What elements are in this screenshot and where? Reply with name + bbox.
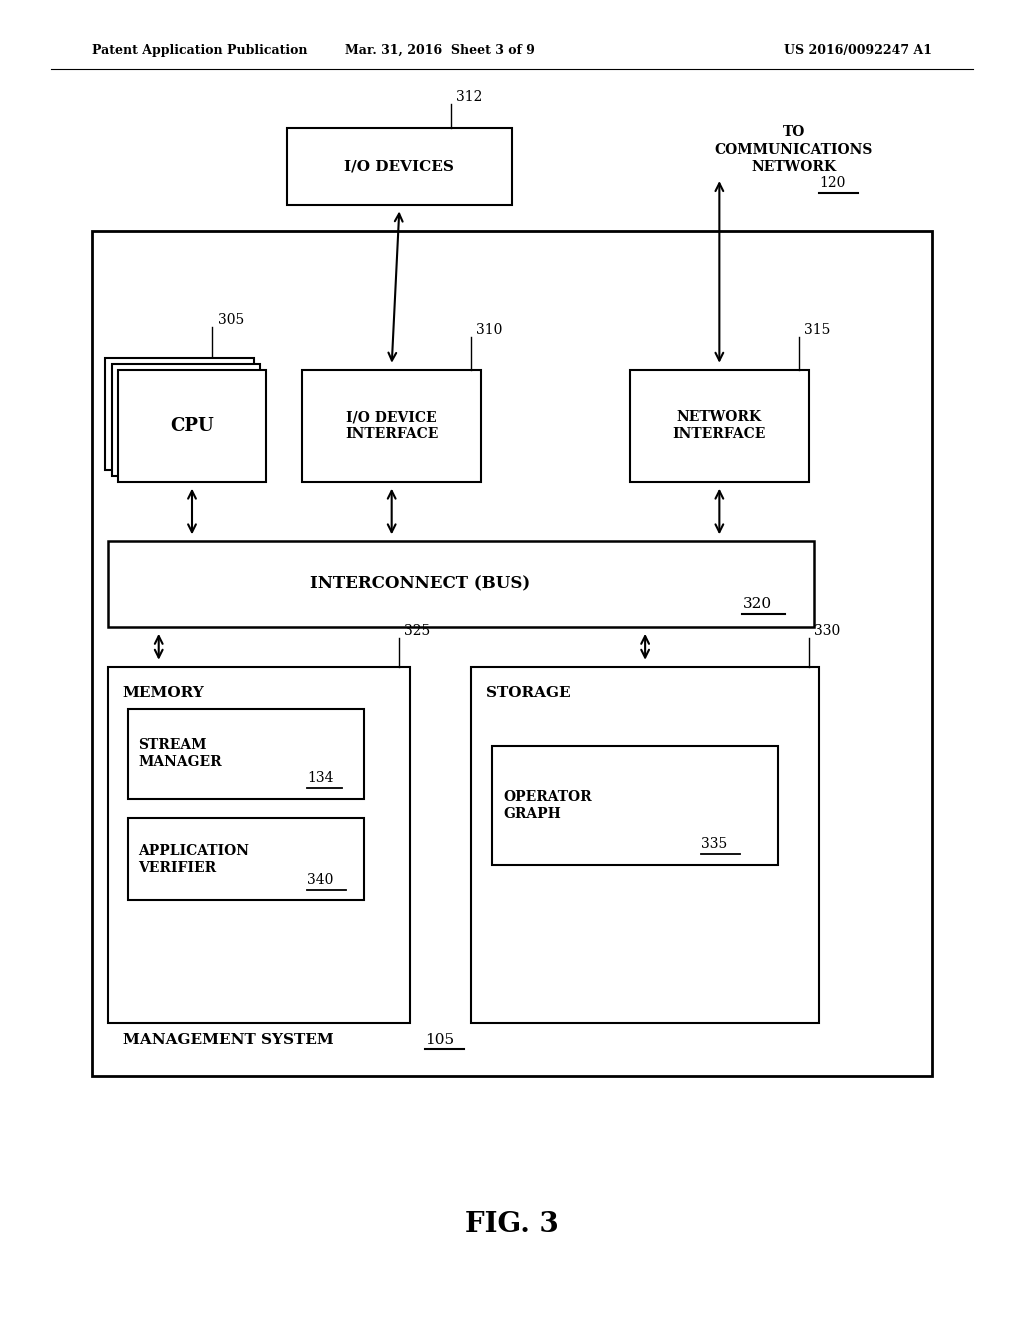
FancyBboxPatch shape bbox=[105, 358, 254, 470]
FancyBboxPatch shape bbox=[630, 370, 809, 482]
Text: MANAGEMENT SYSTEM: MANAGEMENT SYSTEM bbox=[123, 1032, 334, 1047]
FancyBboxPatch shape bbox=[302, 370, 481, 482]
Text: STORAGE: STORAGE bbox=[486, 686, 571, 701]
Text: OPERATOR
GRAPH: OPERATOR GRAPH bbox=[504, 789, 593, 821]
FancyBboxPatch shape bbox=[287, 128, 512, 205]
Text: 105: 105 bbox=[425, 1032, 454, 1047]
Text: 325: 325 bbox=[404, 623, 431, 638]
Text: 330: 330 bbox=[814, 623, 841, 638]
Text: TO
COMMUNICATIONS
NETWORK: TO COMMUNICATIONS NETWORK bbox=[715, 125, 872, 174]
Text: APPLICATION
VERIFIER: APPLICATION VERIFIER bbox=[138, 843, 249, 875]
Text: I/O DEVICES: I/O DEVICES bbox=[344, 160, 455, 173]
FancyBboxPatch shape bbox=[128, 709, 364, 799]
FancyBboxPatch shape bbox=[92, 231, 932, 1076]
FancyBboxPatch shape bbox=[108, 667, 410, 1023]
Text: 134: 134 bbox=[307, 771, 334, 785]
FancyBboxPatch shape bbox=[108, 541, 814, 627]
Text: 320: 320 bbox=[742, 597, 771, 611]
FancyBboxPatch shape bbox=[128, 818, 364, 900]
Text: 120: 120 bbox=[819, 176, 846, 190]
Text: 305: 305 bbox=[217, 313, 244, 327]
Text: 315: 315 bbox=[804, 322, 830, 337]
Text: 310: 310 bbox=[476, 322, 503, 337]
FancyBboxPatch shape bbox=[492, 746, 778, 865]
Text: FIG. 3: FIG. 3 bbox=[465, 1212, 559, 1238]
Text: INTERCONNECT (BUS): INTERCONNECT (BUS) bbox=[309, 576, 530, 593]
Text: US 2016/0092247 A1: US 2016/0092247 A1 bbox=[783, 44, 932, 57]
Text: NETWORK
INTERFACE: NETWORK INTERFACE bbox=[673, 411, 766, 441]
Text: 340: 340 bbox=[307, 873, 334, 887]
Text: CPU: CPU bbox=[170, 417, 214, 434]
Text: 335: 335 bbox=[701, 837, 728, 851]
Text: MEMORY: MEMORY bbox=[123, 686, 205, 701]
Text: I/O DEVICE
INTERFACE: I/O DEVICE INTERFACE bbox=[345, 411, 438, 441]
Text: 312: 312 bbox=[456, 90, 482, 104]
FancyBboxPatch shape bbox=[112, 364, 260, 477]
Text: Patent Application Publication: Patent Application Publication bbox=[92, 44, 307, 57]
Text: STREAM
MANAGER: STREAM MANAGER bbox=[138, 738, 222, 770]
FancyBboxPatch shape bbox=[118, 370, 266, 482]
Text: Mar. 31, 2016  Sheet 3 of 9: Mar. 31, 2016 Sheet 3 of 9 bbox=[345, 44, 536, 57]
FancyBboxPatch shape bbox=[471, 667, 819, 1023]
